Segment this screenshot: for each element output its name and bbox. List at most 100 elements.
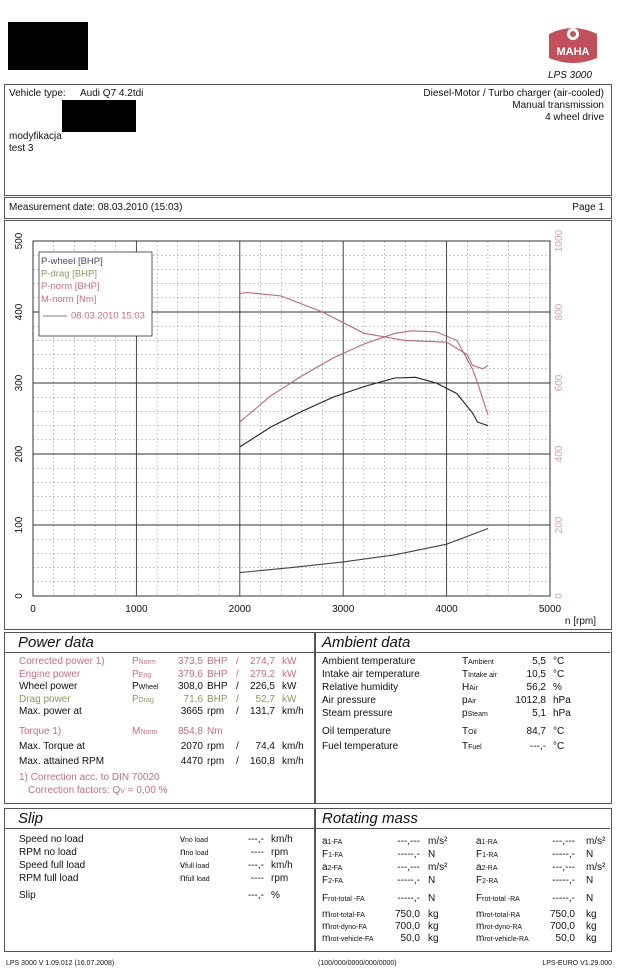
slip-label: Slip xyxy=(19,890,36,901)
rotating-symbol-sub: rot-total -FA xyxy=(328,896,365,903)
rotating-symbol: a1-RA xyxy=(476,836,498,849)
power-value-2: 74,4 xyxy=(255,741,275,752)
power-symbol-main: P xyxy=(132,668,139,680)
slip-value: ---- xyxy=(250,873,264,884)
power-value-2: 279,2 xyxy=(249,668,275,680)
power-value-2: 131,7 xyxy=(249,706,275,717)
rotating-symbol-main: m xyxy=(476,933,485,944)
x-tick-label: 5000 xyxy=(539,604,562,615)
rotating-symbol: mrot-total-RA xyxy=(476,909,520,922)
rotating-symbol-sub: rot-total-FA xyxy=(330,912,365,919)
power-unit-1: rpm xyxy=(207,706,225,717)
ambient-symbol-main: T xyxy=(462,656,469,667)
power-symbol-main: P xyxy=(132,681,139,692)
slip-symbol: nno load xyxy=(180,847,209,860)
y-left-tick-label: 200 xyxy=(14,445,25,462)
power-value-2: 274,7 xyxy=(249,656,275,667)
correction-factors: Correction factors: QV = 0,00 % xyxy=(28,785,167,798)
rotating-value: -----,- xyxy=(397,893,420,904)
rotating-symbol: F1-RA xyxy=(476,849,498,862)
rotating-symbol-main: a xyxy=(476,862,482,873)
power-label: Engine power xyxy=(19,668,81,680)
rotating-symbol-main: m xyxy=(476,909,485,920)
power-symbol: PDrag xyxy=(132,694,154,707)
power-unit-2: kW xyxy=(282,681,297,692)
transmission-type: Manual transmission xyxy=(512,100,604,111)
y-left-tick-label: 300 xyxy=(14,374,25,391)
rotating-value: -----,- xyxy=(397,875,420,886)
logo-text: MAHA xyxy=(557,46,590,58)
y-left-tick-label: 100 xyxy=(14,516,25,533)
ambient-symbol-sub: Steam xyxy=(467,711,488,718)
rotating-unit: m/s² xyxy=(586,862,606,873)
power-title: Power data xyxy=(18,634,94,651)
power-value-2: 226,5 xyxy=(249,681,275,692)
rotating-unit: N xyxy=(428,893,436,904)
power-unit-1: rpm xyxy=(207,741,225,752)
slip-unit: % xyxy=(271,890,280,901)
correction-factors-value: = 0,00 % xyxy=(127,785,168,796)
ambient-unit: % xyxy=(553,682,562,693)
power-symbol-sub: Norm xyxy=(140,729,158,736)
ambient-label: Oil temperature xyxy=(322,726,391,737)
ambient-symbol-main: H xyxy=(462,682,470,693)
vehicle-type-label: Vehicle type: xyxy=(9,88,66,99)
correction-note: 1) Correction acc. to DIN 70020 xyxy=(19,772,160,783)
rotating-symbol-main: F xyxy=(476,875,483,886)
ambient-value: 5,5 xyxy=(532,656,546,667)
rotating-symbol-sub: rot-total -RA xyxy=(482,896,520,903)
power-symbol-main: P xyxy=(132,693,139,705)
ambient-box xyxy=(314,632,612,804)
ambient-value: 5,1 xyxy=(532,708,546,719)
slip-symbol-main: n xyxy=(180,847,186,858)
legend-entry: M-norm [Nm] xyxy=(41,294,96,305)
power-symbol: MNorm xyxy=(132,726,157,739)
ambient-symbol: HAir xyxy=(462,682,478,695)
slip-label: Speed full load xyxy=(19,860,86,871)
y-right-tick-label: 400 xyxy=(554,445,565,462)
legend-entry: 08.03.2010 15:03 xyxy=(71,310,145,321)
rotating-value: 750,0 xyxy=(394,909,420,920)
power-unit-2: km/h xyxy=(282,741,304,752)
power-separator: / xyxy=(236,656,239,667)
ambient-symbol-main: T xyxy=(462,741,469,752)
correction-factors-sub: V xyxy=(120,788,125,795)
rotating-title: Rotating mass xyxy=(322,810,418,827)
power-symbol: PNorm xyxy=(132,656,156,669)
y-left-tick-label: 0 xyxy=(14,593,25,599)
ambient-value: 56,2 xyxy=(526,682,546,693)
power-unit-1: BHP xyxy=(207,693,228,705)
slip-unit: km/h xyxy=(271,834,293,845)
x-tick-label: 1000 xyxy=(125,604,148,615)
y-left-tick-label: 400 xyxy=(14,303,25,320)
vehicle-type-value: Audi Q7 4.2tdi xyxy=(80,88,144,99)
y-right-tick-label: 800 xyxy=(554,303,565,320)
slip-symbol: vno load xyxy=(180,834,208,847)
rotating-symbol: F1-FA xyxy=(322,849,343,862)
rotating-unit: m/s² xyxy=(428,836,448,847)
power-value-1: 3665 xyxy=(180,706,203,717)
page-number: Page 1 xyxy=(572,202,604,213)
slip-symbol-sub: full load xyxy=(185,863,210,870)
ambient-value: 10,5 xyxy=(526,669,546,680)
rotating-unit: N xyxy=(428,849,436,860)
ambient-symbol-main: T xyxy=(462,726,469,737)
rotating-symbol: F2-RA xyxy=(476,875,498,888)
power-separator: / xyxy=(236,681,239,692)
rotating-unit: N xyxy=(586,849,594,860)
ambient-symbol-sub: Air xyxy=(467,698,477,705)
ambient-symbol-sub: Fuel xyxy=(468,744,482,751)
ambient-symbol-main: p xyxy=(462,708,468,719)
rotating-value: 700,0 xyxy=(549,921,575,932)
rotating-symbol-main: a xyxy=(322,862,328,873)
rotating-symbol-sub: 1-RA xyxy=(482,852,499,859)
chart-box xyxy=(4,220,612,630)
rotating-symbol-sub: 2-RA xyxy=(482,878,499,885)
rotating-unit: kg xyxy=(586,933,597,944)
slip-symbol: nfull load xyxy=(180,873,210,886)
x-tick-label: 3000 xyxy=(332,604,355,615)
y-right-tick-label: 1000 xyxy=(554,229,565,252)
rotating-symbol-main: F xyxy=(476,893,483,904)
rotating-value: 50,0 xyxy=(555,933,575,944)
power-unit-2: km/h xyxy=(282,706,304,717)
